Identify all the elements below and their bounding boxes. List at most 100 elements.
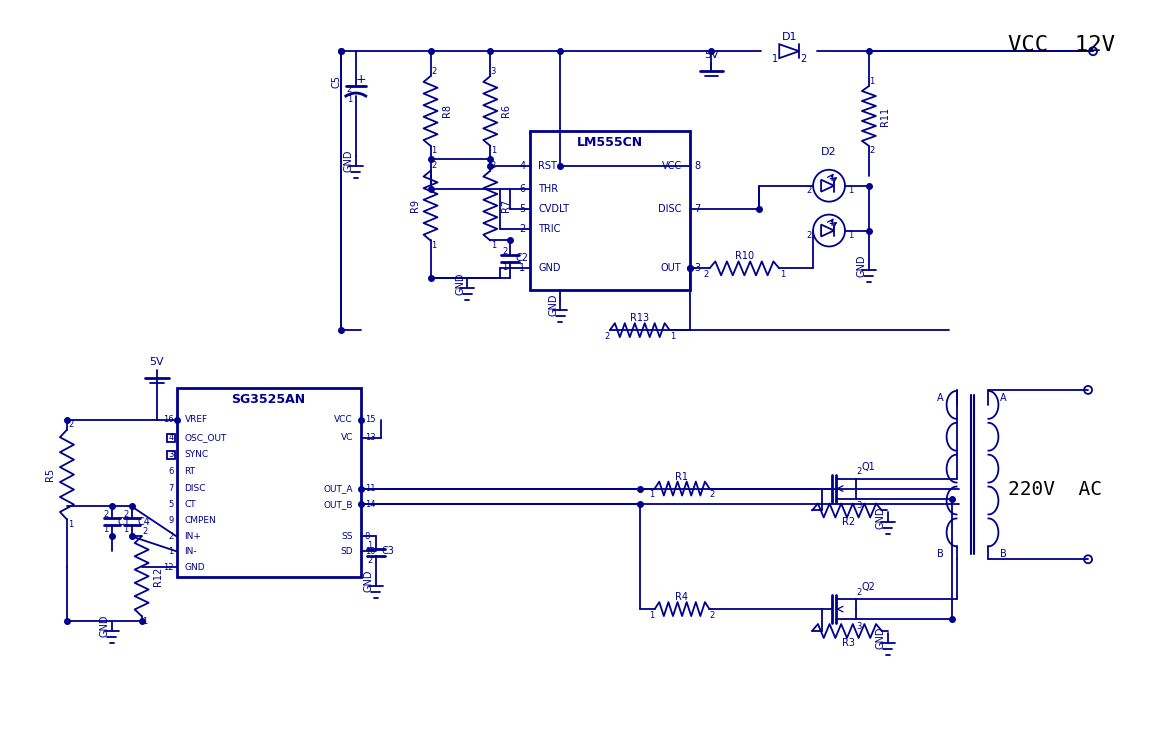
Text: R4: R4 [676,592,688,602]
Text: 5V: 5V [149,357,164,367]
Text: 1: 1 [368,541,372,550]
Text: 2: 2 [800,55,806,64]
Text: 2: 2 [519,223,526,234]
Text: 1: 1 [142,617,148,626]
Text: 2: 2 [806,231,812,240]
Text: CT: CT [184,500,196,509]
Text: 2: 2 [347,85,352,94]
Text: 1: 1 [502,263,507,272]
Text: 4: 4 [168,433,173,442]
Text: 2: 2 [869,147,874,156]
Text: R5: R5 [45,468,55,481]
Text: 9: 9 [168,516,173,525]
Text: 1: 1 [849,231,853,240]
Text: LM555CN: LM555CN [576,136,643,150]
Text: 14: 14 [364,500,375,509]
Text: CVDLT: CVDLT [538,203,570,214]
Text: C2: C2 [515,254,528,263]
Text: 2: 2 [806,186,812,195]
Text: 1: 1 [431,241,436,250]
Text: +: + [355,73,367,85]
Text: 2: 2 [168,532,173,541]
Bar [166,451,174,458]
Text: 2: 2 [710,490,715,499]
Text: GND: GND [538,263,560,273]
Text: 5: 5 [519,203,526,214]
Text: R8: R8 [442,105,452,117]
Text: SYNC: SYNC [184,450,209,459]
Text: 3: 3 [857,501,861,510]
Text: R10: R10 [734,251,754,262]
Text: CMPEN: CMPEN [184,516,217,525]
Text: GND: GND [876,626,886,649]
Text: R11: R11 [880,106,890,125]
Text: 1: 1 [123,525,129,534]
Text: 1: 1 [649,490,655,499]
Text: 2: 2 [68,420,74,429]
Text: 2: 2 [368,556,372,565]
Text: VC: VC [340,433,353,442]
Text: 1: 1 [779,270,785,279]
Text: DISC: DISC [658,203,681,214]
Text: 8: 8 [364,532,370,541]
Text: GND: GND [100,615,110,638]
Text: 1: 1 [491,147,496,156]
Text: 2: 2 [857,587,861,597]
Text: 2: 2 [857,467,861,476]
Text: 3: 3 [168,450,173,459]
Text: R2: R2 [843,517,856,528]
Text: 2: 2 [142,527,148,536]
Text: R3: R3 [843,638,856,648]
Text: GND: GND [857,254,867,276]
Text: 1: 1 [431,147,436,156]
Text: B: B [937,549,944,559]
Text: DISC: DISC [184,484,206,493]
Text: R13: R13 [631,313,649,324]
Text: 8: 8 [694,161,701,171]
Text: OUT: OUT [661,263,681,273]
Text: 11: 11 [364,484,375,493]
Text: GND: GND [344,150,354,172]
Text: A: A [937,393,944,403]
Text: 1: 1 [773,55,778,64]
Text: 1: 1 [68,520,74,529]
Text: 2: 2 [431,161,436,170]
Text: 15: 15 [364,416,375,425]
Text: 3: 3 [694,263,701,273]
Text: THR: THR [538,184,558,194]
Text: 2: 2 [710,610,715,620]
Text: D2: D2 [821,147,837,157]
Text: R1: R1 [676,472,688,481]
Text: C3: C3 [382,546,394,556]
Text: R9: R9 [409,199,420,212]
Text: 3: 3 [857,621,861,631]
Text: C1: C1 [118,517,130,528]
Text: TRIC: TRIC [538,223,560,234]
Bar [530,131,689,290]
Text: GND: GND [548,294,558,316]
Text: VCC  12V: VCC 12V [1009,35,1115,55]
Text: 1: 1 [869,77,874,85]
Text: 1: 1 [491,241,496,250]
Text: 5V: 5V [704,50,718,60]
Text: A: A [1001,393,1007,403]
Text: 1: 1 [168,547,173,556]
Text: VREF: VREF [184,416,208,425]
Text: 1: 1 [670,332,676,340]
Text: 4: 4 [519,161,526,171]
Text: OUT_A: OUT_A [323,484,353,493]
Text: 2: 2 [703,270,709,279]
Text: 3: 3 [491,66,496,76]
Text: 6: 6 [168,467,173,476]
Text: R7: R7 [502,199,511,212]
Text: R12: R12 [152,567,163,586]
Text: 1: 1 [519,263,526,273]
Text: IN-: IN- [184,547,197,556]
Text: Q1: Q1 [862,461,875,472]
Text: RT: RT [184,467,196,476]
Text: B: B [1001,549,1008,559]
Text: 7: 7 [694,203,701,214]
Text: 1: 1 [104,525,108,534]
Text: 5: 5 [168,500,173,509]
Bar [176,388,361,577]
